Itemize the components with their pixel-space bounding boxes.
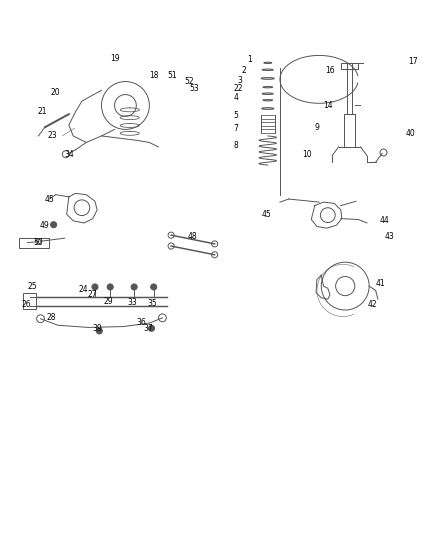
Text: 28: 28 xyxy=(47,313,56,322)
Text: 34: 34 xyxy=(64,150,74,159)
Text: 9: 9 xyxy=(314,123,319,132)
Text: 22: 22 xyxy=(234,84,244,93)
Text: 20: 20 xyxy=(51,88,60,97)
Text: 18: 18 xyxy=(149,70,159,79)
Text: 45: 45 xyxy=(262,210,272,219)
Text: 36: 36 xyxy=(137,318,146,327)
Text: 42: 42 xyxy=(367,300,377,309)
Text: 7: 7 xyxy=(233,124,238,133)
Text: 27: 27 xyxy=(87,290,97,300)
Circle shape xyxy=(92,284,98,290)
Text: 43: 43 xyxy=(385,231,395,240)
Text: 26: 26 xyxy=(22,300,32,309)
Circle shape xyxy=(151,284,157,290)
Text: 44: 44 xyxy=(379,216,389,225)
Text: 51: 51 xyxy=(168,70,177,79)
Bar xyxy=(341,63,358,69)
Text: 8: 8 xyxy=(233,141,238,150)
Text: 29: 29 xyxy=(103,297,113,306)
Text: 50: 50 xyxy=(34,238,43,247)
Text: 2: 2 xyxy=(241,66,246,75)
Text: 35: 35 xyxy=(148,299,157,308)
Text: 40: 40 xyxy=(406,130,415,138)
Text: 53: 53 xyxy=(189,84,198,93)
Text: 52: 52 xyxy=(184,77,194,86)
Text: 48: 48 xyxy=(188,232,198,241)
Text: 3: 3 xyxy=(237,76,242,85)
Circle shape xyxy=(131,284,137,290)
Text: 49: 49 xyxy=(39,221,49,230)
Circle shape xyxy=(148,325,155,332)
Text: 14: 14 xyxy=(323,101,332,110)
Text: 10: 10 xyxy=(302,150,312,159)
Text: 4: 4 xyxy=(234,93,239,102)
Text: 1: 1 xyxy=(247,55,252,64)
Text: 16: 16 xyxy=(325,66,335,75)
Text: 5: 5 xyxy=(233,110,238,119)
Text: 24: 24 xyxy=(78,285,88,294)
Circle shape xyxy=(96,328,102,334)
Text: 33: 33 xyxy=(127,298,137,306)
Text: 39: 39 xyxy=(92,324,102,333)
Bar xyxy=(19,238,49,248)
Text: 17: 17 xyxy=(408,56,417,66)
Circle shape xyxy=(107,284,113,290)
Text: 25: 25 xyxy=(28,282,38,292)
Text: 19: 19 xyxy=(111,54,120,63)
Text: 37: 37 xyxy=(144,324,153,333)
Text: 21: 21 xyxy=(38,108,47,117)
Text: 45: 45 xyxy=(44,195,54,204)
Bar xyxy=(23,294,36,309)
Text: 23: 23 xyxy=(48,132,57,140)
Text: 41: 41 xyxy=(375,279,385,287)
Circle shape xyxy=(50,222,57,228)
